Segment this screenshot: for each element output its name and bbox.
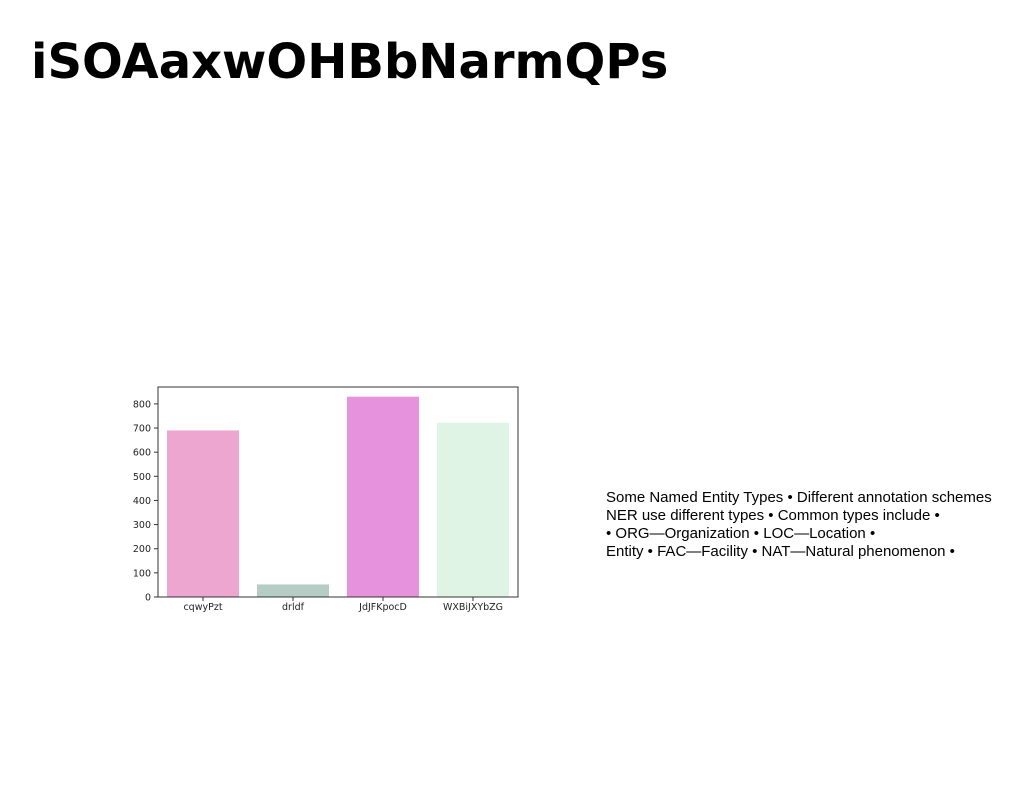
y-tick-label: 400 — [133, 496, 151, 507]
bar — [437, 422, 509, 597]
x-tick-label: drldf — [282, 602, 305, 613]
y-tick-label: 500 — [133, 472, 151, 483]
y-tick-label: 800 — [133, 399, 151, 410]
y-tick-label: 600 — [133, 448, 151, 459]
y-axis: 0 100 200 300 400 500 600 700 800 — [133, 399, 158, 604]
x-tick-label: cqwyPzt — [183, 602, 222, 613]
plot-frame — [157, 386, 519, 598]
bar-series — [167, 396, 509, 597]
y-tick-label: 200 — [133, 544, 151, 555]
bar-chart-svg: 0 100 200 300 400 500 600 700 800 cqwyPzt drldf Jd… — [133, 386, 519, 613]
body-line: NER use different types • Common types i… — [606, 507, 940, 524]
body-text: Some Named Entity Types • Different anno… — [606, 489, 1024, 561]
bar — [347, 396, 419, 597]
bar-chart: 0 100 200 300 400 500 600 700 800 cqwyPzt drldf Jd… — [120, 376, 530, 616]
x-axis: cqwyPzt drldf JdJFKpocD WXBiJXYbZG — [183, 597, 503, 613]
slide-title: iSOAaxwOHBbNarmQPs — [31, 34, 669, 90]
x-tick-label: WXBiJXYbZG — [443, 602, 503, 613]
y-tick-label: 0 — [145, 593, 151, 604]
y-tick-label: 700 — [133, 424, 151, 435]
bar — [167, 430, 239, 597]
body-line: • ORG—Organization • LOC—Location • — [606, 525, 876, 542]
y-tick-label: 100 — [133, 568, 151, 579]
bar — [257, 584, 329, 597]
x-tick-label: JdJFKpocD — [358, 602, 407, 613]
body-line: Entity • FAC—Facility • NAT—Natural phen… — [606, 543, 955, 560]
body-line: Some Named Entity Types • Different anno… — [606, 489, 992, 506]
y-tick-label: 300 — [133, 520, 151, 531]
